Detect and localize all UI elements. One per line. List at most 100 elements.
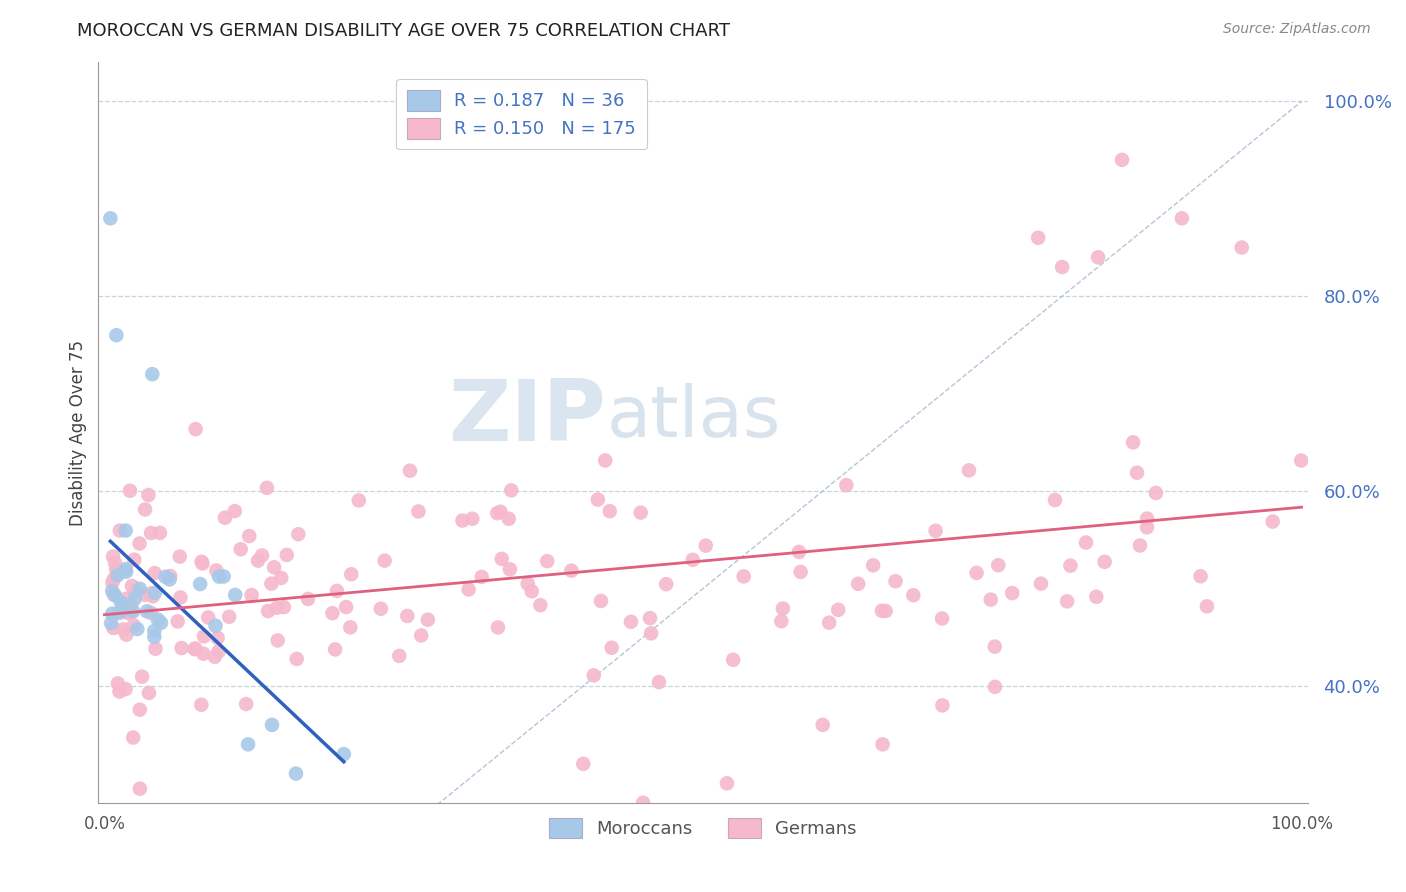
Point [516, 576, 538, 591]
Point [285, 652, 308, 666]
Point [193, 647, 215, 661]
Point [682, 553, 704, 567]
Point [1136, 511, 1159, 525]
Point [586, 492, 609, 507]
Point [340, 567, 363, 582]
Point [107, 566, 129, 580]
Point [101, 549, 124, 564]
Point [1029, 576, 1052, 591]
Point [257, 604, 280, 618]
Point [260, 718, 283, 732]
Point [695, 539, 717, 553]
Point [104, 588, 127, 602]
Point [560, 564, 582, 578]
Point [143, 586, 166, 600]
Point [984, 680, 1007, 694]
Point [141, 367, 163, 381]
Point [347, 493, 370, 508]
Point [491, 552, 513, 566]
Point [103, 621, 125, 635]
Point [120, 598, 142, 612]
Point [884, 574, 907, 589]
Point [1087, 250, 1109, 264]
Point [1043, 493, 1066, 508]
Point [335, 600, 357, 615]
Point [136, 604, 159, 618]
Point [862, 558, 884, 573]
Point [204, 649, 226, 664]
Point [112, 623, 135, 637]
Point [1289, 453, 1312, 467]
Point [957, 463, 980, 477]
Point [122, 731, 145, 745]
Point [100, 211, 122, 226]
Point [139, 586, 162, 600]
Point [118, 483, 141, 498]
Point [166, 615, 188, 629]
Point [107, 568, 129, 582]
Point [408, 504, 430, 518]
Point [224, 504, 246, 518]
Point [1230, 240, 1253, 255]
Point [1094, 555, 1116, 569]
Point [124, 552, 146, 566]
Point [640, 626, 662, 640]
Point [247, 553, 270, 567]
Text: MOROCCAN VS GERMAN DISABILITY AGE OVER 75 CORRELATION CHART: MOROCCAN VS GERMAN DISABILITY AGE OVER 7… [77, 22, 730, 40]
Point [787, 545, 810, 559]
Point [399, 464, 422, 478]
Point [207, 631, 229, 645]
Point [486, 506, 509, 520]
Point [486, 620, 509, 634]
Point [589, 594, 612, 608]
Point [127, 622, 149, 636]
Point [499, 562, 522, 576]
Point [1001, 586, 1024, 600]
Point [197, 610, 219, 624]
Point [115, 565, 138, 579]
Point [235, 697, 257, 711]
Point [121, 579, 143, 593]
Point [111, 597, 134, 611]
Point [218, 609, 240, 624]
Point [984, 640, 1007, 654]
Point [931, 698, 953, 713]
Point [184, 422, 207, 436]
Point [321, 606, 343, 620]
Point [529, 598, 551, 612]
Point [138, 686, 160, 700]
Point [461, 512, 484, 526]
Point [1261, 515, 1284, 529]
Point [190, 698, 212, 712]
Point [266, 633, 288, 648]
Point [260, 576, 283, 591]
Point [128, 582, 150, 596]
Point [143, 566, 166, 581]
Text: ZIP: ZIP [449, 376, 606, 459]
Point [150, 615, 173, 630]
Point [128, 536, 150, 550]
Point [155, 570, 177, 584]
Point [108, 606, 131, 620]
Point [872, 737, 894, 751]
Point [593, 453, 616, 467]
Point [789, 565, 811, 579]
Point [124, 591, 146, 606]
Point [716, 776, 738, 790]
Point [733, 569, 755, 583]
Point [115, 591, 138, 606]
Point [370, 601, 392, 615]
Point [170, 641, 193, 656]
Point [339, 620, 361, 634]
Point [204, 619, 226, 633]
Point [835, 478, 858, 492]
Point [498, 512, 520, 526]
Point [811, 718, 834, 732]
Point [987, 558, 1010, 573]
Point [143, 624, 166, 638]
Point [169, 549, 191, 564]
Text: atlas: atlas [606, 384, 780, 452]
Point [966, 566, 988, 580]
Point [270, 571, 292, 585]
Point [134, 588, 156, 602]
